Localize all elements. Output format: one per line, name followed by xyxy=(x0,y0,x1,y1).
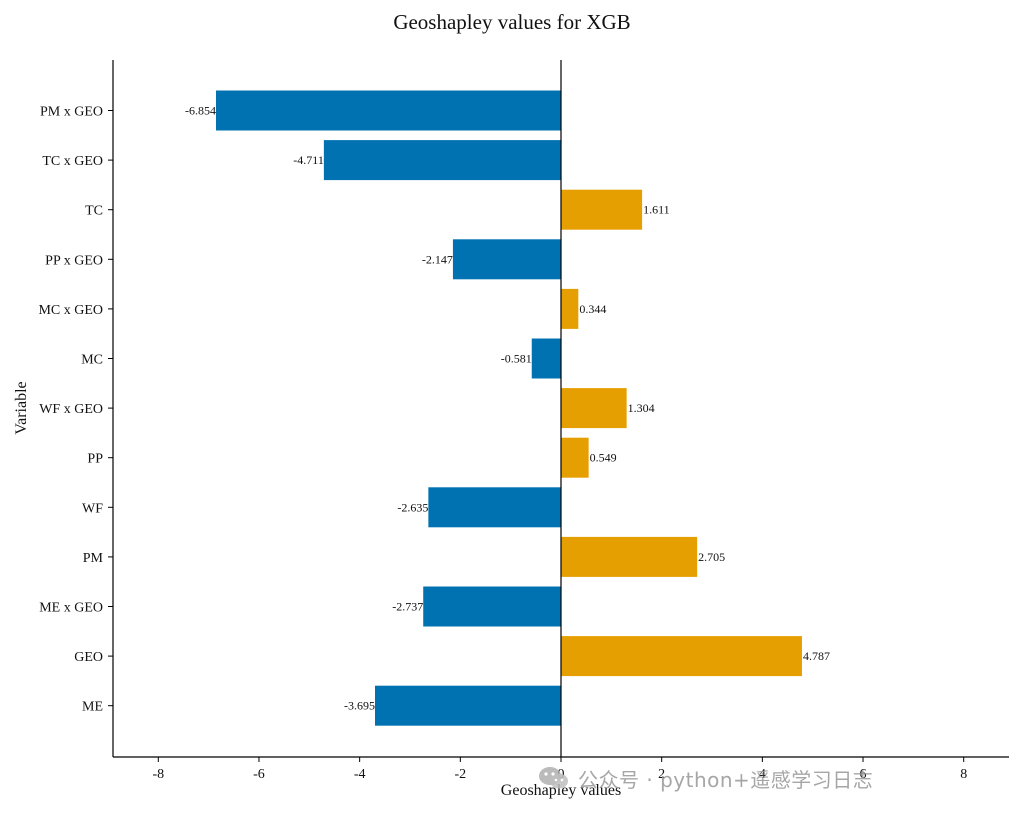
x-tick-label: 4 xyxy=(759,767,766,782)
data-label: -2.635 xyxy=(397,500,428,514)
bar xyxy=(561,189,643,230)
bar xyxy=(428,487,561,528)
x-tick-label: 6 xyxy=(860,767,867,782)
x-tick-label: -4 xyxy=(354,767,366,782)
y-tick-label: PP x GEO xyxy=(45,253,103,268)
data-label: -2.737 xyxy=(392,600,423,614)
data-label: 1.304 xyxy=(628,401,655,415)
data-label: 2.705 xyxy=(698,550,725,564)
data-label: -0.581 xyxy=(501,352,532,366)
data-label: -2.147 xyxy=(422,252,453,266)
bar xyxy=(323,140,561,181)
bar xyxy=(561,437,589,478)
bar xyxy=(375,685,561,726)
watermark-text: 公众号 · python+遥感学习日志 xyxy=(578,767,874,792)
y-tick-label: ME xyxy=(82,700,103,715)
x-axis-label: Geoshapley values xyxy=(500,782,622,799)
y-tick-label: TC x GEO xyxy=(42,154,103,169)
y-tick-label: MC xyxy=(81,353,103,368)
data-label: -6.854 xyxy=(185,104,216,118)
bar xyxy=(561,288,579,329)
y-axis-label: Variable xyxy=(13,381,30,435)
y-tick-label: PP xyxy=(87,452,103,467)
bar xyxy=(215,90,561,131)
data-label: 4.787 xyxy=(803,649,830,663)
y-tick-label: WF x GEO xyxy=(39,402,103,417)
y-tick-label: ME x GEO xyxy=(39,601,103,616)
wechat-icon xyxy=(538,765,570,791)
data-label: -3.695 xyxy=(344,699,375,713)
y-tick-label: PM x GEO xyxy=(40,105,103,120)
x-tick-label: -6 xyxy=(253,767,265,782)
bar xyxy=(561,388,627,429)
watermark: 公众号 · python+遥感学习日志 xyxy=(538,761,1008,795)
data-label: 1.611 xyxy=(643,203,670,217)
y-tick-label: WF xyxy=(82,501,103,516)
y-tick-label: GEO xyxy=(74,650,103,665)
data-label: 0.549 xyxy=(590,451,617,465)
bar xyxy=(561,536,698,577)
bar xyxy=(423,586,561,627)
y-tick-label: MC x GEO xyxy=(38,303,103,318)
x-tick-label: -2 xyxy=(454,767,466,782)
data-label: -4.711 xyxy=(293,153,324,167)
data-label: 0.344 xyxy=(579,302,606,316)
x-tick-label: 8 xyxy=(960,767,967,782)
x-tick-label: 2 xyxy=(658,767,665,782)
bar xyxy=(561,636,802,677)
bar xyxy=(452,239,561,280)
chart-title: Geoshapley values for XGB xyxy=(393,10,631,34)
x-tick-label: -8 xyxy=(152,767,164,782)
bar xyxy=(531,338,561,379)
y-tick-label: TC xyxy=(85,204,103,219)
y-tick-label: PM xyxy=(83,551,104,566)
